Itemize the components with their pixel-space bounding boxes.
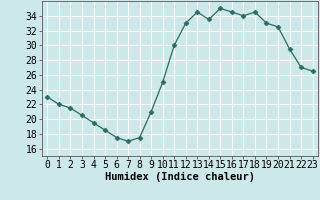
X-axis label: Humidex (Indice chaleur): Humidex (Indice chaleur) (105, 172, 255, 182)
